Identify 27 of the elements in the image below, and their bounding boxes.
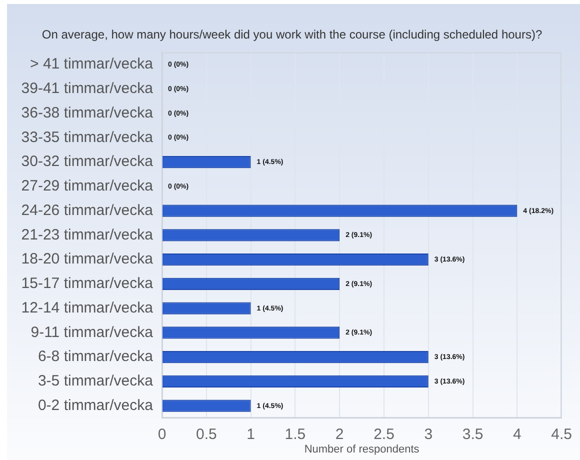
y-tick-label: 36-38 timmar/vecka [21,104,154,122]
x-tick-label: 2.5 [374,426,394,444]
y-tick-label: 3-5 timmar/vecka [38,372,154,390]
x-tick-label: 1.5 [284,426,306,444]
x-tick-label: 2 [335,426,344,444]
y-tick-label: 39-41 timmar/vecka [21,80,154,98]
x-tick-label: 0 [158,426,166,444]
y-tick-label: 15-17 timmar/vecka [21,275,154,292]
y-tick-label: 9-11 timmar/vecka [30,324,154,341]
x-tick-label: 0.5 [196,426,217,444]
y-tick-label: 30-32 timmar/vecka [21,153,154,170]
y-tick-label: > 41 timmar/vecka [30,56,154,73]
y-tick-label: 33-35 timmar/vecka [21,128,154,146]
x-tick-label: 1 [246,426,255,444]
y-tick-label: 27-29 timmar/vecka [21,178,154,195]
chart-title: On average, how many hours/week did you work with the course (including scheduled hours)? [42,28,542,42]
y-tick-label: 24-26 timmar/vecka [21,202,154,219]
y-tick-label: 21-23 timmar/vecka [21,226,154,244]
y-tick-label: 12-14 timmar/vecka [21,299,154,316]
x-tick-label: 4.5 [551,426,572,444]
y-tick-label: 18-20 timmar/vecka [21,250,154,268]
x-tick-label: 4 [513,426,522,444]
y-tick-label: 6-8 timmar/vecka [38,348,154,366]
x-tick-label: 3.5 [462,426,484,444]
x-tick-label: 3 [424,426,433,444]
x-axis-title: Number of respondents [304,443,420,456]
y-tick-label: 0-2 timmar/vecka [38,396,154,414]
